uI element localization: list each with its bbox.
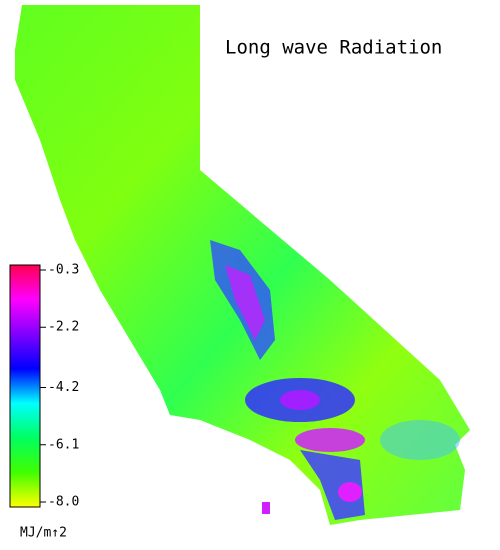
map-title: Long wave Radiation — [225, 37, 442, 59]
colorbar-unit: MJ/m↑2 — [20, 526, 67, 541]
colorbar-tick-label: -0.3 — [48, 263, 79, 278]
colorbar-tick-label: -6.1 — [48, 437, 79, 452]
valley-features — [210, 240, 460, 520]
colorbar-tick-label: -4.2 — [48, 380, 79, 395]
colorbar-tick-label: -8.0 — [48, 495, 79, 510]
colorbar — [9, 264, 41, 508]
colorbar-tick-label: -2.2 — [48, 320, 79, 335]
